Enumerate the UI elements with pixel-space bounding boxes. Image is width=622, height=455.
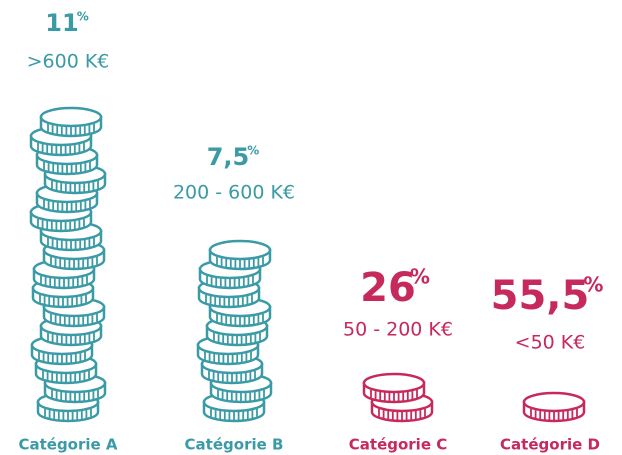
column: 11% >600 K€ Catégorie A <box>18 9 117 454</box>
category-label: Catégorie A <box>18 436 117 454</box>
unit: % <box>583 273 603 297</box>
column: 55,5% <50 K€ Catégorie D <box>491 273 604 454</box>
coin <box>41 108 101 136</box>
coin-top <box>524 393 584 411</box>
range-label: >600 K€ <box>27 51 110 73</box>
coin-top <box>364 374 424 392</box>
category-label: Catégorie C <box>349 436 447 454</box>
category-label: Catégorie D <box>500 436 600 454</box>
chart: 11% >600 K€ Catégorie A 7,5% 200 - 600 K€ Cat… <box>0 0 622 455</box>
value-label: 7,5 <box>207 143 250 171</box>
column: 26% 50 - 200 K€ Catégorie C <box>343 265 453 454</box>
coin <box>364 374 424 402</box>
range-label: <50 K€ <box>515 332 586 354</box>
value-label: 11 <box>45 9 78 37</box>
coin-top <box>41 108 101 126</box>
coin <box>524 393 584 421</box>
value-label: 26 <box>360 265 416 311</box>
value-label: 55,5 <box>491 273 590 319</box>
column: 7,5% 200 - 600 K€ Catégorie B <box>173 143 295 454</box>
category-label: Catégorie B <box>185 436 284 454</box>
unit: % <box>247 143 259 157</box>
range-label: 200 - 600 K€ <box>173 182 295 204</box>
coin-top <box>210 241 270 259</box>
unit: % <box>77 9 89 23</box>
unit: % <box>410 265 430 289</box>
coin <box>210 241 270 269</box>
range-label: 50 - 200 K€ <box>343 319 453 341</box>
